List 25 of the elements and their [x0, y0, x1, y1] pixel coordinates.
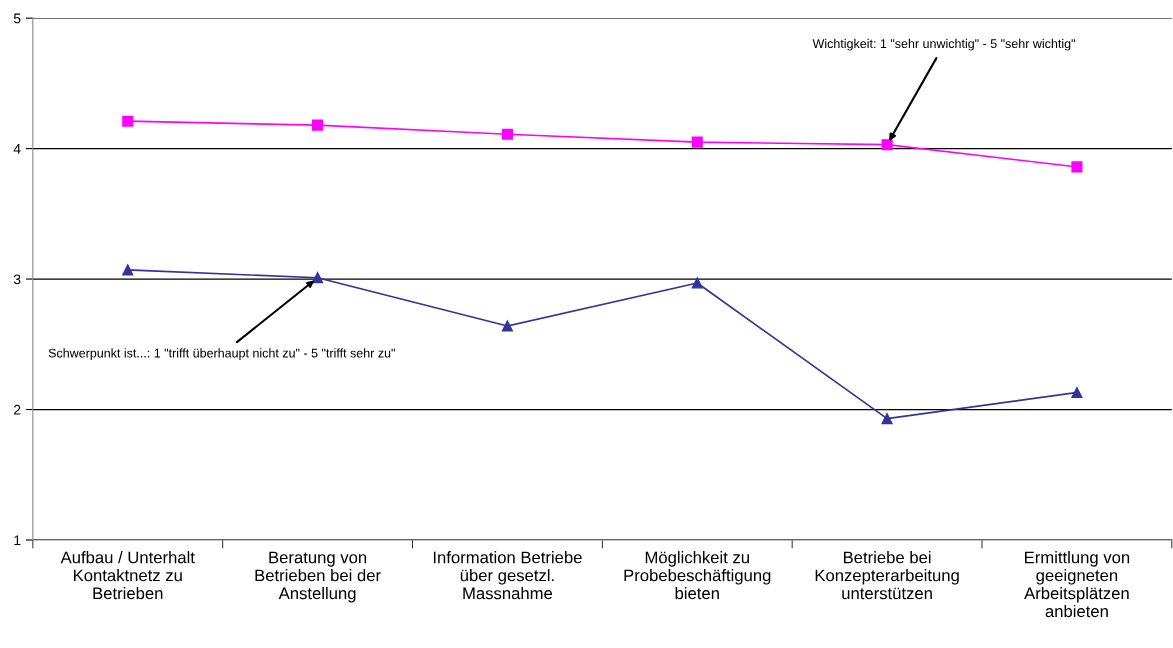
point: [1071, 387, 1083, 399]
point: [881, 139, 893, 151]
point: [312, 119, 324, 131]
annotation: Wichtigkeit: 1 "sehr unwichtig" - 5 "sehr wichtig": [812, 38, 1075, 51]
y-tick-label: 5: [13, 13, 21, 24]
point: [122, 115, 134, 127]
x-tick-label: Beratung von Betrieben bei der Anstellung: [255, 551, 381, 603]
point: [122, 264, 134, 276]
point: [501, 128, 513, 140]
x-tick-label: Betriebe bei Konzepterarbeitung unterstützen: [815, 551, 959, 600]
point: [691, 136, 703, 148]
x-tick-label: Möglichkeit zu Probebeschäftigung bieten: [624, 551, 771, 600]
x-tick-label: Aufbau / Unterhalt Kontaktnetz zu Betrieben: [60, 551, 195, 600]
x-tick-label: Ermittlung von geeigneten Arbeitsplätzen anbieten: [1024, 551, 1130, 618]
y-tick-label: 4: [13, 144, 21, 154]
point: [1071, 161, 1083, 173]
point: [501, 320, 513, 332]
y-tick-label: 3: [13, 274, 21, 285]
point: [881, 413, 893, 425]
point: [312, 272, 324, 284]
annotation: Schwerpunkt ist...: 1 "trifft überhaupt nicht zu" - 5 "trifft sehr zu": [48, 348, 395, 360]
x-tick-label: Information Betriebe über gesetzl. Massnahme: [433, 551, 582, 600]
point: [691, 277, 703, 289]
y-tick-label: 1: [14, 535, 21, 546]
y-tick-label: 2: [14, 404, 21, 415]
